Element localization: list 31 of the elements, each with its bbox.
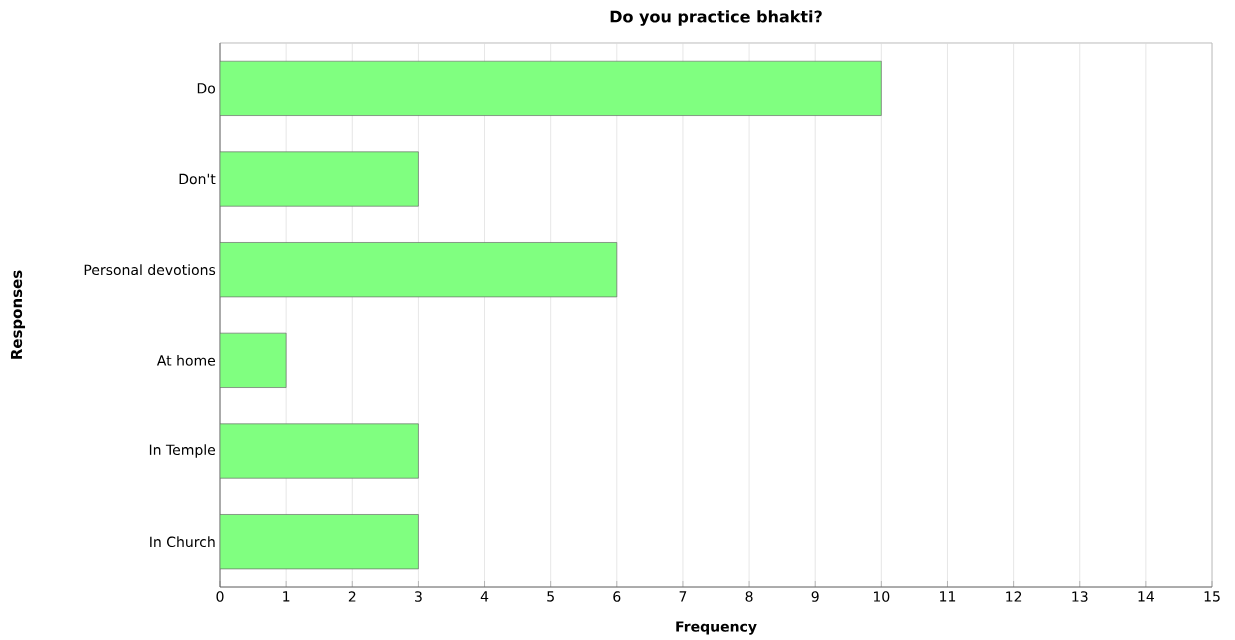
x-tick-label: 3	[415, 591, 422, 602]
y-tick-label: Personal devotions	[84, 264, 216, 276]
x-tick-label: 12	[1006, 591, 1022, 602]
x-tick-label: 0	[216, 591, 224, 602]
chart-title: Do you practice bhakti?	[610, 10, 822, 26]
x-tick-label: 9	[811, 591, 819, 602]
bar	[220, 423, 419, 479]
x-tick-label: 4	[480, 591, 489, 602]
x-axis-title: Frequency	[676, 621, 757, 635]
bar	[220, 332, 287, 388]
bar	[220, 151, 419, 207]
x-tick-label: 11	[940, 591, 956, 602]
x-tick-label: 14	[1138, 591, 1154, 602]
x-tick-label: 1	[283, 591, 290, 602]
x-tick-label: 15	[1204, 591, 1220, 602]
bar	[220, 60, 882, 116]
x-tick-label: 5	[547, 591, 554, 602]
y-tick-label: Do	[197, 83, 216, 94]
x-tick-label: 2	[348, 591, 356, 602]
y-tick-label: At home	[156, 354, 216, 366]
y-tick-label: In Temple	[149, 444, 216, 458]
x-tick-label: 8	[745, 591, 753, 602]
x-tick-label: 10	[873, 591, 890, 602]
x-tick-label: 6	[613, 591, 621, 602]
x-tick-label: 13	[1072, 591, 1088, 602]
y-tick-label: In Church	[150, 536, 215, 548]
bar	[220, 514, 419, 570]
y-tick-label: Don't	[179, 173, 216, 185]
y-axis-title: Responses	[10, 270, 26, 359]
bar	[220, 242, 618, 298]
x-tick-label: 7	[679, 591, 687, 602]
